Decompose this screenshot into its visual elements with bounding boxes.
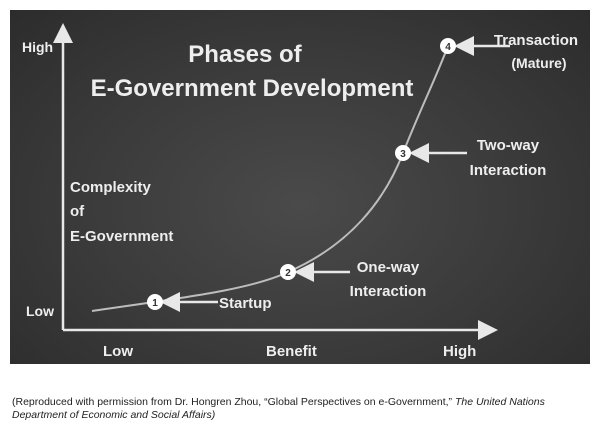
- phase-3-label-2: Interaction: [470, 162, 547, 179]
- y-axis-high: High: [22, 39, 53, 55]
- y-axis-low: Low: [26, 303, 54, 319]
- phase-1-marker: [147, 294, 163, 310]
- caption-text: (Reproduced with permission from Dr. Hon…: [12, 396, 455, 408]
- figure-caption: (Reproduced with permission from Dr. Hon…: [12, 396, 597, 422]
- x-axis-high: High: [443, 343, 476, 360]
- phase-4-marker: [440, 38, 456, 54]
- phase-2-label-1: One-way: [357, 259, 420, 276]
- phase-3-number: 3: [400, 149, 406, 160]
- phase-2-number: 2: [285, 268, 291, 279]
- phase-2-label-2: Interaction: [350, 283, 427, 300]
- diagram-panel: [10, 10, 590, 364]
- y-axis-label-3: E-Government: [70, 228, 173, 245]
- phase-1-number: 1: [152, 298, 158, 309]
- growth-curve: [91, 45, 449, 312]
- phase-4-number: 4: [445, 42, 451, 53]
- y-axis-label-2: of: [70, 203, 85, 220]
- phase-4-label-2: (Mature): [511, 55, 566, 71]
- phase-1-label: Startup: [219, 295, 272, 312]
- title-line-1: Phases of: [188, 41, 302, 68]
- phase-4-label-1: Transaction: [494, 32, 578, 49]
- y-axis-label-1: Complexity: [70, 179, 152, 196]
- x-axis-low: Low: [103, 343, 133, 360]
- phase-3-marker: [395, 145, 411, 161]
- phase-3-label-1: Two-way: [477, 137, 540, 154]
- x-axis-label: Benefit: [266, 343, 317, 360]
- phase-2-marker: [280, 264, 296, 280]
- caption-source: The United Nations Department of Economi…: [12, 396, 545, 421]
- title-line-2: E-Government Development: [91, 75, 414, 102]
